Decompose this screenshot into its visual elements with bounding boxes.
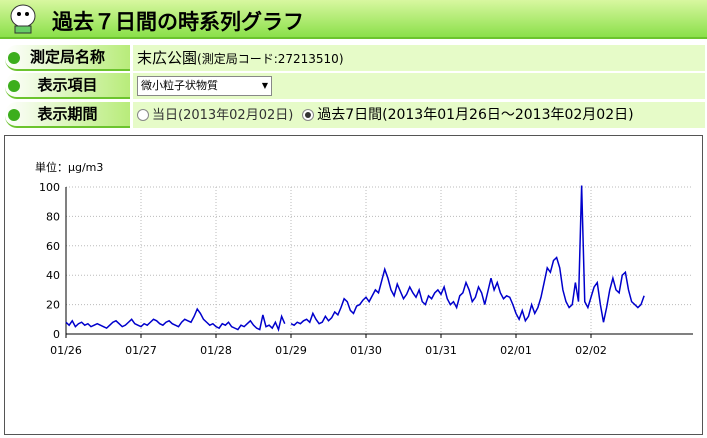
radio[interactable] (137, 109, 149, 121)
x-tick-label: 01/30 (350, 344, 382, 357)
x-tick-label: 01/26 (50, 344, 82, 357)
value: 微小粒子状物質 (133, 73, 705, 99)
y-tick-label: 100 (39, 181, 60, 194)
chart: 単位：μg/m3 0 20 40 60 80 100 01/26 01/27 01/28 01/2… (35, 160, 693, 357)
header: 過去７日間の時系列グラフ (0, 0, 707, 39)
value: 当日(2013年02月02日) 過去7日間(2013年01月26日～2013年0… (133, 102, 705, 128)
chart-box: 単位：μg/m3 0 20 40 60 80 100 01/26 01/27 01/28 01/2… (4, 135, 703, 435)
item-row: 表示項目 微小粒子状物質 (5, 73, 705, 99)
radio[interactable] (302, 109, 315, 121)
data-line (65, 185, 645, 332)
x-tick-label: 01/31 (425, 344, 457, 357)
select[interactable]: 微小粒子状物質 (137, 76, 272, 96)
station-code: (測定局コード:27213510) (197, 52, 344, 66)
period-row: 表示期間 当日(2013年02月02日) 過去7日間(2013年01月26日～2… (5, 102, 705, 128)
y-tick-label: 20 (46, 299, 60, 312)
x-tick-label: 02/01 (500, 344, 532, 357)
label: 測定局名称 (5, 45, 130, 71)
label: 表示期間 (5, 102, 130, 128)
y-axis-label: 単位：μg/m3 (35, 160, 103, 174)
value: 末広公園(測定局コード:27213510) (133, 45, 705, 71)
y-tick-label: 40 (46, 269, 60, 282)
y-tick-label: 0 (53, 328, 60, 341)
station-row: 測定局名称 末広公園(測定局コード:27213510) (5, 45, 705, 71)
radio-label[interactable]: 過去7日間(2013年01月26日～2013年02月02日) (317, 107, 634, 123)
radio-label[interactable]: 当日(2013年02月02日) (152, 108, 294, 123)
y-tick-label: 60 (46, 240, 60, 253)
y-tick-label: 80 (46, 210, 60, 223)
station-name: 末広公園 (137, 49, 198, 67)
x-tick-label: 02/02 (575, 344, 607, 357)
icon (10, 4, 36, 34)
title: 過去７日間の時系列グラフ (52, 10, 304, 34)
x-tick-label: 01/29 (275, 344, 307, 357)
x-tick-label: 01/28 (200, 344, 232, 357)
x-tick-label: 01/27 (125, 344, 157, 357)
label: 表示項目 (5, 73, 130, 99)
